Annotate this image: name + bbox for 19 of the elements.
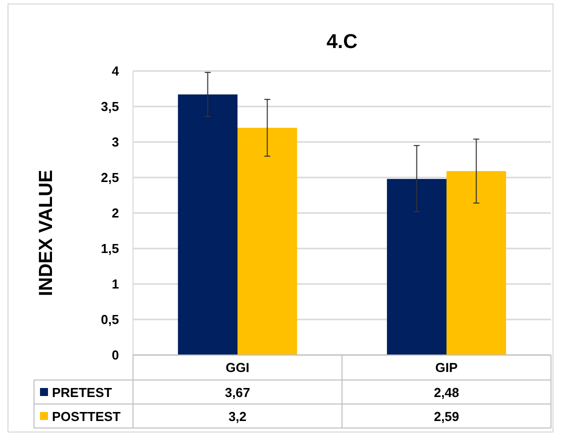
y-tick-label: 1,5 bbox=[100, 241, 119, 256]
y-tick-label: 3 bbox=[112, 134, 119, 150]
chart-title: 4.C bbox=[326, 31, 358, 53]
y-tick-label: 2 bbox=[112, 206, 119, 221]
data-label: 3,67 bbox=[224, 385, 250, 400]
legend-label: PRETEST bbox=[52, 385, 112, 400]
x-tick-label: GIP bbox=[435, 360, 458, 375]
y-tick-label: 3,5 bbox=[100, 99, 119, 114]
data-label: 3,2 bbox=[228, 409, 247, 424]
y-axis-title: INDEX VALUE bbox=[36, 170, 57, 296]
data-label: 2,59 bbox=[434, 409, 460, 424]
y-tick-label: 4 bbox=[112, 64, 120, 79]
y-tick-label: 0 bbox=[112, 348, 119, 363]
x-tick-label: GGI bbox=[226, 360, 250, 375]
y-tick-label: 0,5 bbox=[100, 312, 119, 328]
y-tick-label: 2,5 bbox=[100, 170, 119, 186]
data-label: 2,48 bbox=[434, 385, 460, 400]
legend-label: POSTTEST bbox=[52, 409, 121, 424]
y-tick-label: 1 bbox=[112, 276, 119, 292]
